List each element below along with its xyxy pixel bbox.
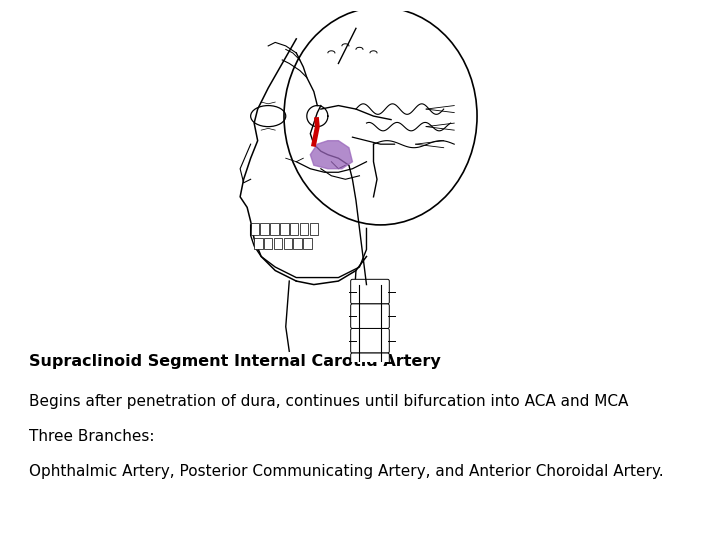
Text: Supraclinoid Segment Internal Carotid Artery: Supraclinoid Segment Internal Carotid Ar… [29, 354, 441, 369]
FancyBboxPatch shape [351, 427, 390, 451]
Bar [294, 238, 302, 249]
FancyBboxPatch shape [351, 304, 390, 328]
Bar [270, 223, 279, 235]
FancyBboxPatch shape [351, 353, 390, 377]
FancyBboxPatch shape [351, 402, 390, 427]
FancyBboxPatch shape [351, 279, 390, 304]
Text: Ophthalmic Artery, Posterior Communicating Artery, and Anterior Choroidal Artery: Ophthalmic Artery, Posterior Communicati… [29, 464, 663, 480]
FancyBboxPatch shape [351, 377, 390, 402]
Bar [310, 223, 318, 235]
Bar [284, 238, 292, 249]
Text: Three Branches:: Three Branches: [29, 429, 154, 444]
Bar [264, 238, 272, 249]
Text: Begins after penetration of dura, continues until bifurcation into ACA and MCA: Begins after penetration of dura, contin… [29, 394, 628, 409]
Bar [300, 223, 308, 235]
Bar [251, 223, 259, 235]
Bar [280, 223, 289, 235]
Bar [261, 223, 269, 235]
Bar [303, 238, 312, 249]
Bar [290, 223, 298, 235]
FancyBboxPatch shape [351, 328, 390, 353]
Bar [254, 238, 263, 249]
Bar [274, 238, 282, 249]
Polygon shape [310, 140, 352, 168]
